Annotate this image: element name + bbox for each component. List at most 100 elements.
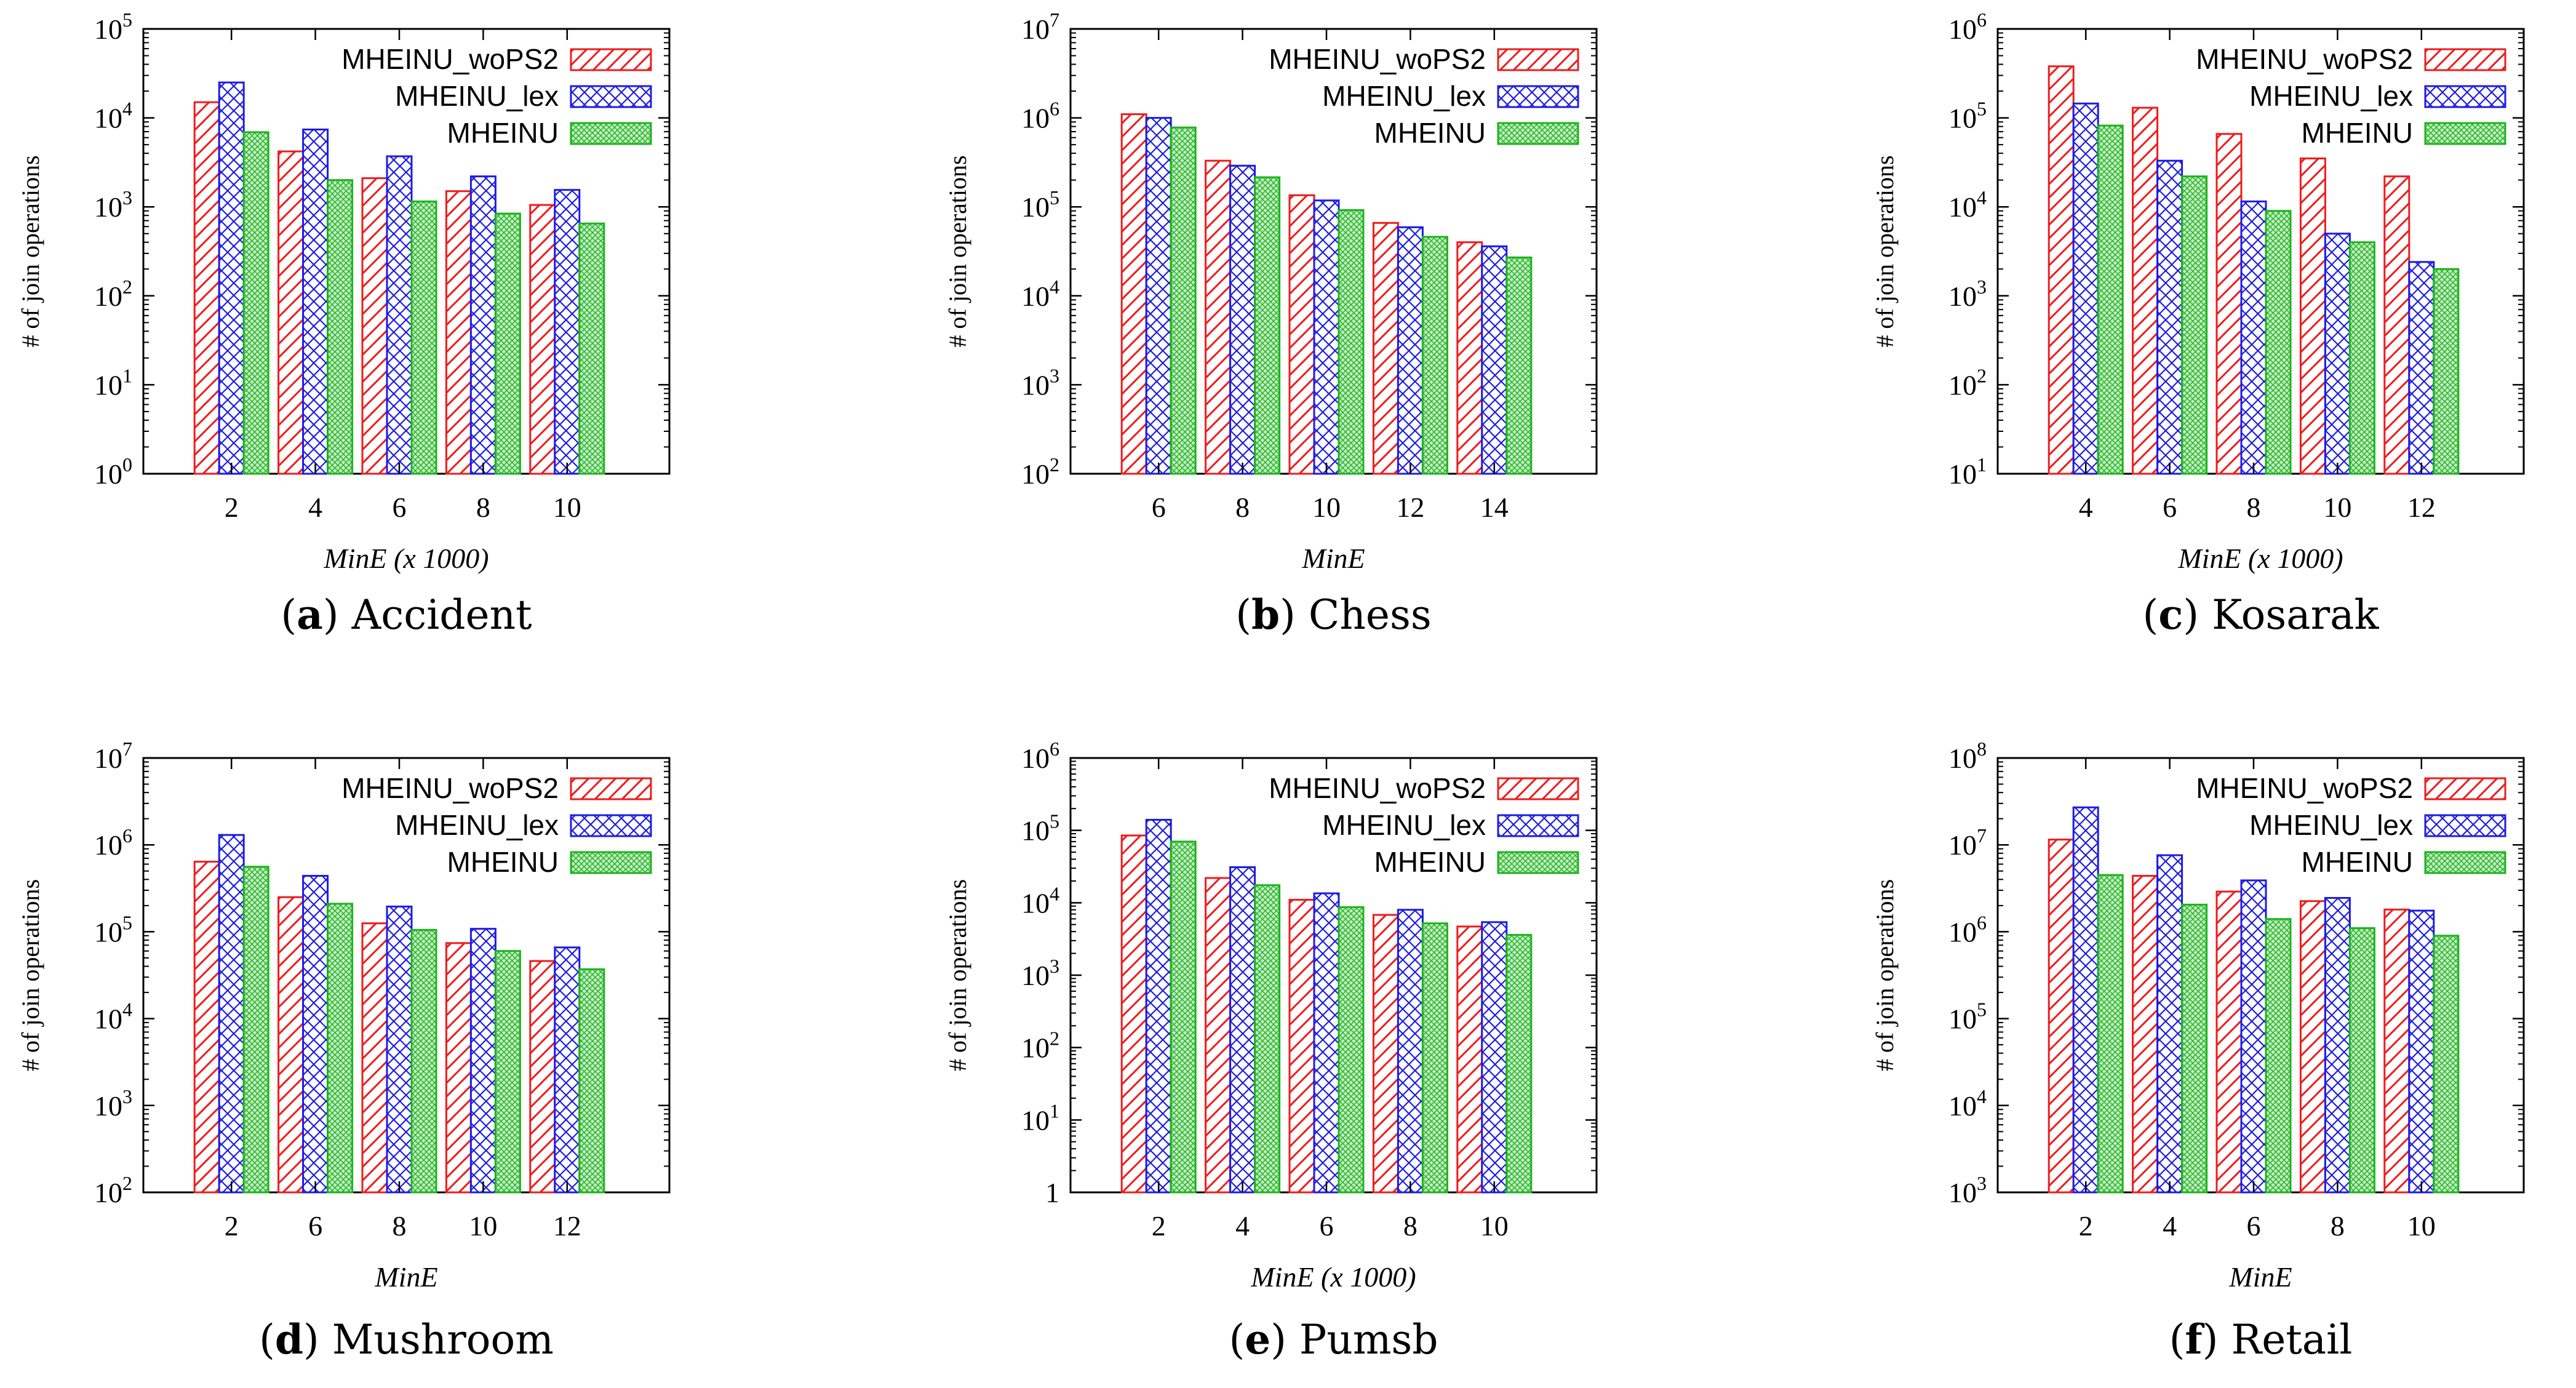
bar-mheinu-4 [1254, 884, 1281, 1194]
bar-mheinu-lex-2 [2072, 806, 2099, 1194]
x-tick-label: 12 [553, 1210, 581, 1242]
x-tick-label: 2 [225, 492, 239, 523]
bar-mheinu-8 [2348, 927, 2375, 1194]
bar-mheinu-wops2-12 [1372, 221, 1399, 475]
bar-mheinu-12 [1421, 236, 1448, 475]
legend-label: MHEINU [2302, 117, 2413, 149]
x-tick-label: 2 [1152, 1210, 1166, 1242]
bar-mheinu-wops2-8 [1205, 159, 1232, 475]
x-tick-label: 8 [476, 492, 490, 523]
legend-label: MHEINU_lex [2249, 809, 2413, 841]
bar-mheinu-wops2-4 [1205, 877, 1232, 1194]
x-tick-label: 8 [1403, 1210, 1418, 1242]
legend-label: MHEINU_woPS2 [341, 43, 559, 75]
y-tick-label: 105 [1021, 186, 1059, 223]
bar-mheinu-lex-4 [302, 129, 329, 475]
legend-label: MHEINU_woPS2 [2196, 772, 2413, 804]
bar-mheinu-wops2-8 [2299, 900, 2326, 1194]
y-tick-label: 103 [1948, 276, 1987, 312]
bar-mheinu-10 [2348, 241, 2375, 475]
legend-label: MHEINU_lex [395, 809, 559, 841]
bar-mheinu-wops2-8 [1372, 914, 1399, 1194]
bar-mheinu-2 [242, 866, 269, 1194]
legend-swatch [570, 814, 652, 837]
y-tick-label: 102 [1021, 1027, 1059, 1064]
legend-swatch [570, 122, 652, 145]
y-tick-label: 104 [1021, 276, 1059, 312]
caption: (e) Pumsb [1229, 1315, 1438, 1363]
legend-swatch [1497, 777, 1579, 800]
legend-swatch [1497, 814, 1579, 837]
x-tick-label: 10 [2323, 492, 2351, 523]
y-tick-label: 106 [1021, 98, 1059, 134]
chart-panel-d: 102 103 104 105 106 107 # of join operations 2 6… [17, 738, 671, 1363]
y-tick-label: 107 [1021, 9, 1059, 45]
bar-mheinu-wops2-12 [2383, 175, 2411, 475]
x-tick-label: 4 [308, 492, 322, 523]
bar-mheinu-8 [410, 928, 437, 1194]
bar-mheinu-6 [2181, 175, 2208, 475]
x-axis-label: MinE [374, 1261, 437, 1293]
bar-mheinu-lex-8 [1397, 909, 1424, 1194]
y-tick-label: 104 [94, 98, 132, 134]
legend-label: MHEINU_woPS2 [1269, 43, 1486, 75]
x-axis-label: MinE (x 1000) [323, 543, 488, 574]
bar-mheinu-wops2-2 [2048, 839, 2075, 1194]
bar-mheinu-8 [494, 212, 521, 475]
y-tick-label: 106 [94, 824, 132, 861]
y-tick-label: 102 [1948, 364, 1987, 401]
x-tick-label: 12 [2407, 492, 2436, 523]
legend-swatch [2424, 851, 2506, 874]
bar-mheinu-lex-6 [2240, 879, 2267, 1194]
chart-panel-b: 102 103 104 105 106 107 # of join operations 6 8… [944, 9, 1598, 639]
bar-mheinu-lex-12 [554, 946, 581, 1194]
y-tick-label: 101 [1021, 1099, 1059, 1136]
legend-swatch [1497, 48, 1579, 71]
legend-label: MHEINU_lex [2249, 80, 2413, 112]
y-tick-label: 103 [1021, 364, 1059, 401]
bar-mheinu-wops2-8 [2215, 133, 2243, 475]
y-tick-label: 107 [94, 738, 132, 774]
y-axis-label: # of join operations [944, 155, 971, 347]
x-tick-label: 14 [1480, 492, 1509, 523]
bar-mheinu-6 [1338, 906, 1365, 1194]
bar-mheinu-lex-4 [2156, 854, 2183, 1194]
bar-mheinu-lex-6 [1145, 117, 1172, 475]
bar-mheinu-6 [327, 903, 354, 1194]
y-tick-label: 105 [1948, 98, 1987, 134]
caption: (d) Mushroom [259, 1315, 554, 1363]
x-axis-label: MinE (x 1000) [2177, 543, 2343, 574]
legend-label: MHEINU [447, 117, 559, 149]
bar-mheinu-10 [578, 222, 605, 475]
bar-mheinu-12 [578, 968, 605, 1194]
legend-swatch [2424, 777, 2506, 800]
bar-mheinu-lex-6 [386, 155, 413, 475]
bar-mheinu-4 [2097, 124, 2124, 475]
legend-label: MHEINU [1374, 846, 1486, 878]
bar-mheinu-wops2-2 [193, 861, 220, 1194]
legend-swatch [570, 851, 652, 874]
caption: (c) Kosarak [2142, 591, 2379, 639]
bar-mheinu-wops2-12 [529, 960, 556, 1194]
bar-mheinu-6 [410, 200, 437, 475]
x-tick-label: 10 [469, 1210, 497, 1242]
bar-mheinu-2 [1170, 840, 1197, 1194]
legend-swatch [1497, 122, 1579, 145]
legend-swatch [1497, 85, 1579, 108]
bar-mheinu-wops2-10 [2383, 908, 2411, 1194]
bar-mheinu-10 [1338, 209, 1365, 475]
y-axis-label: # of join operations [1871, 155, 1899, 347]
legend-label: MHEINU_lex [1322, 80, 1486, 112]
y-tick-label: 104 [1021, 882, 1059, 919]
bar-mheinu-4 [327, 179, 354, 475]
bar-mheinu-lex-2 [218, 834, 245, 1194]
bar-mheinu-4 [2181, 903, 2208, 1194]
y-axis-label: # of join operations [944, 879, 971, 1071]
x-tick-label: 4 [2079, 492, 2093, 523]
caption: (b) Chess [1235, 591, 1431, 639]
y-tick-label: 102 [94, 276, 132, 312]
bar-mheinu-lex-2 [218, 81, 245, 475]
bar-mheinu-lex-10 [1313, 199, 1340, 475]
